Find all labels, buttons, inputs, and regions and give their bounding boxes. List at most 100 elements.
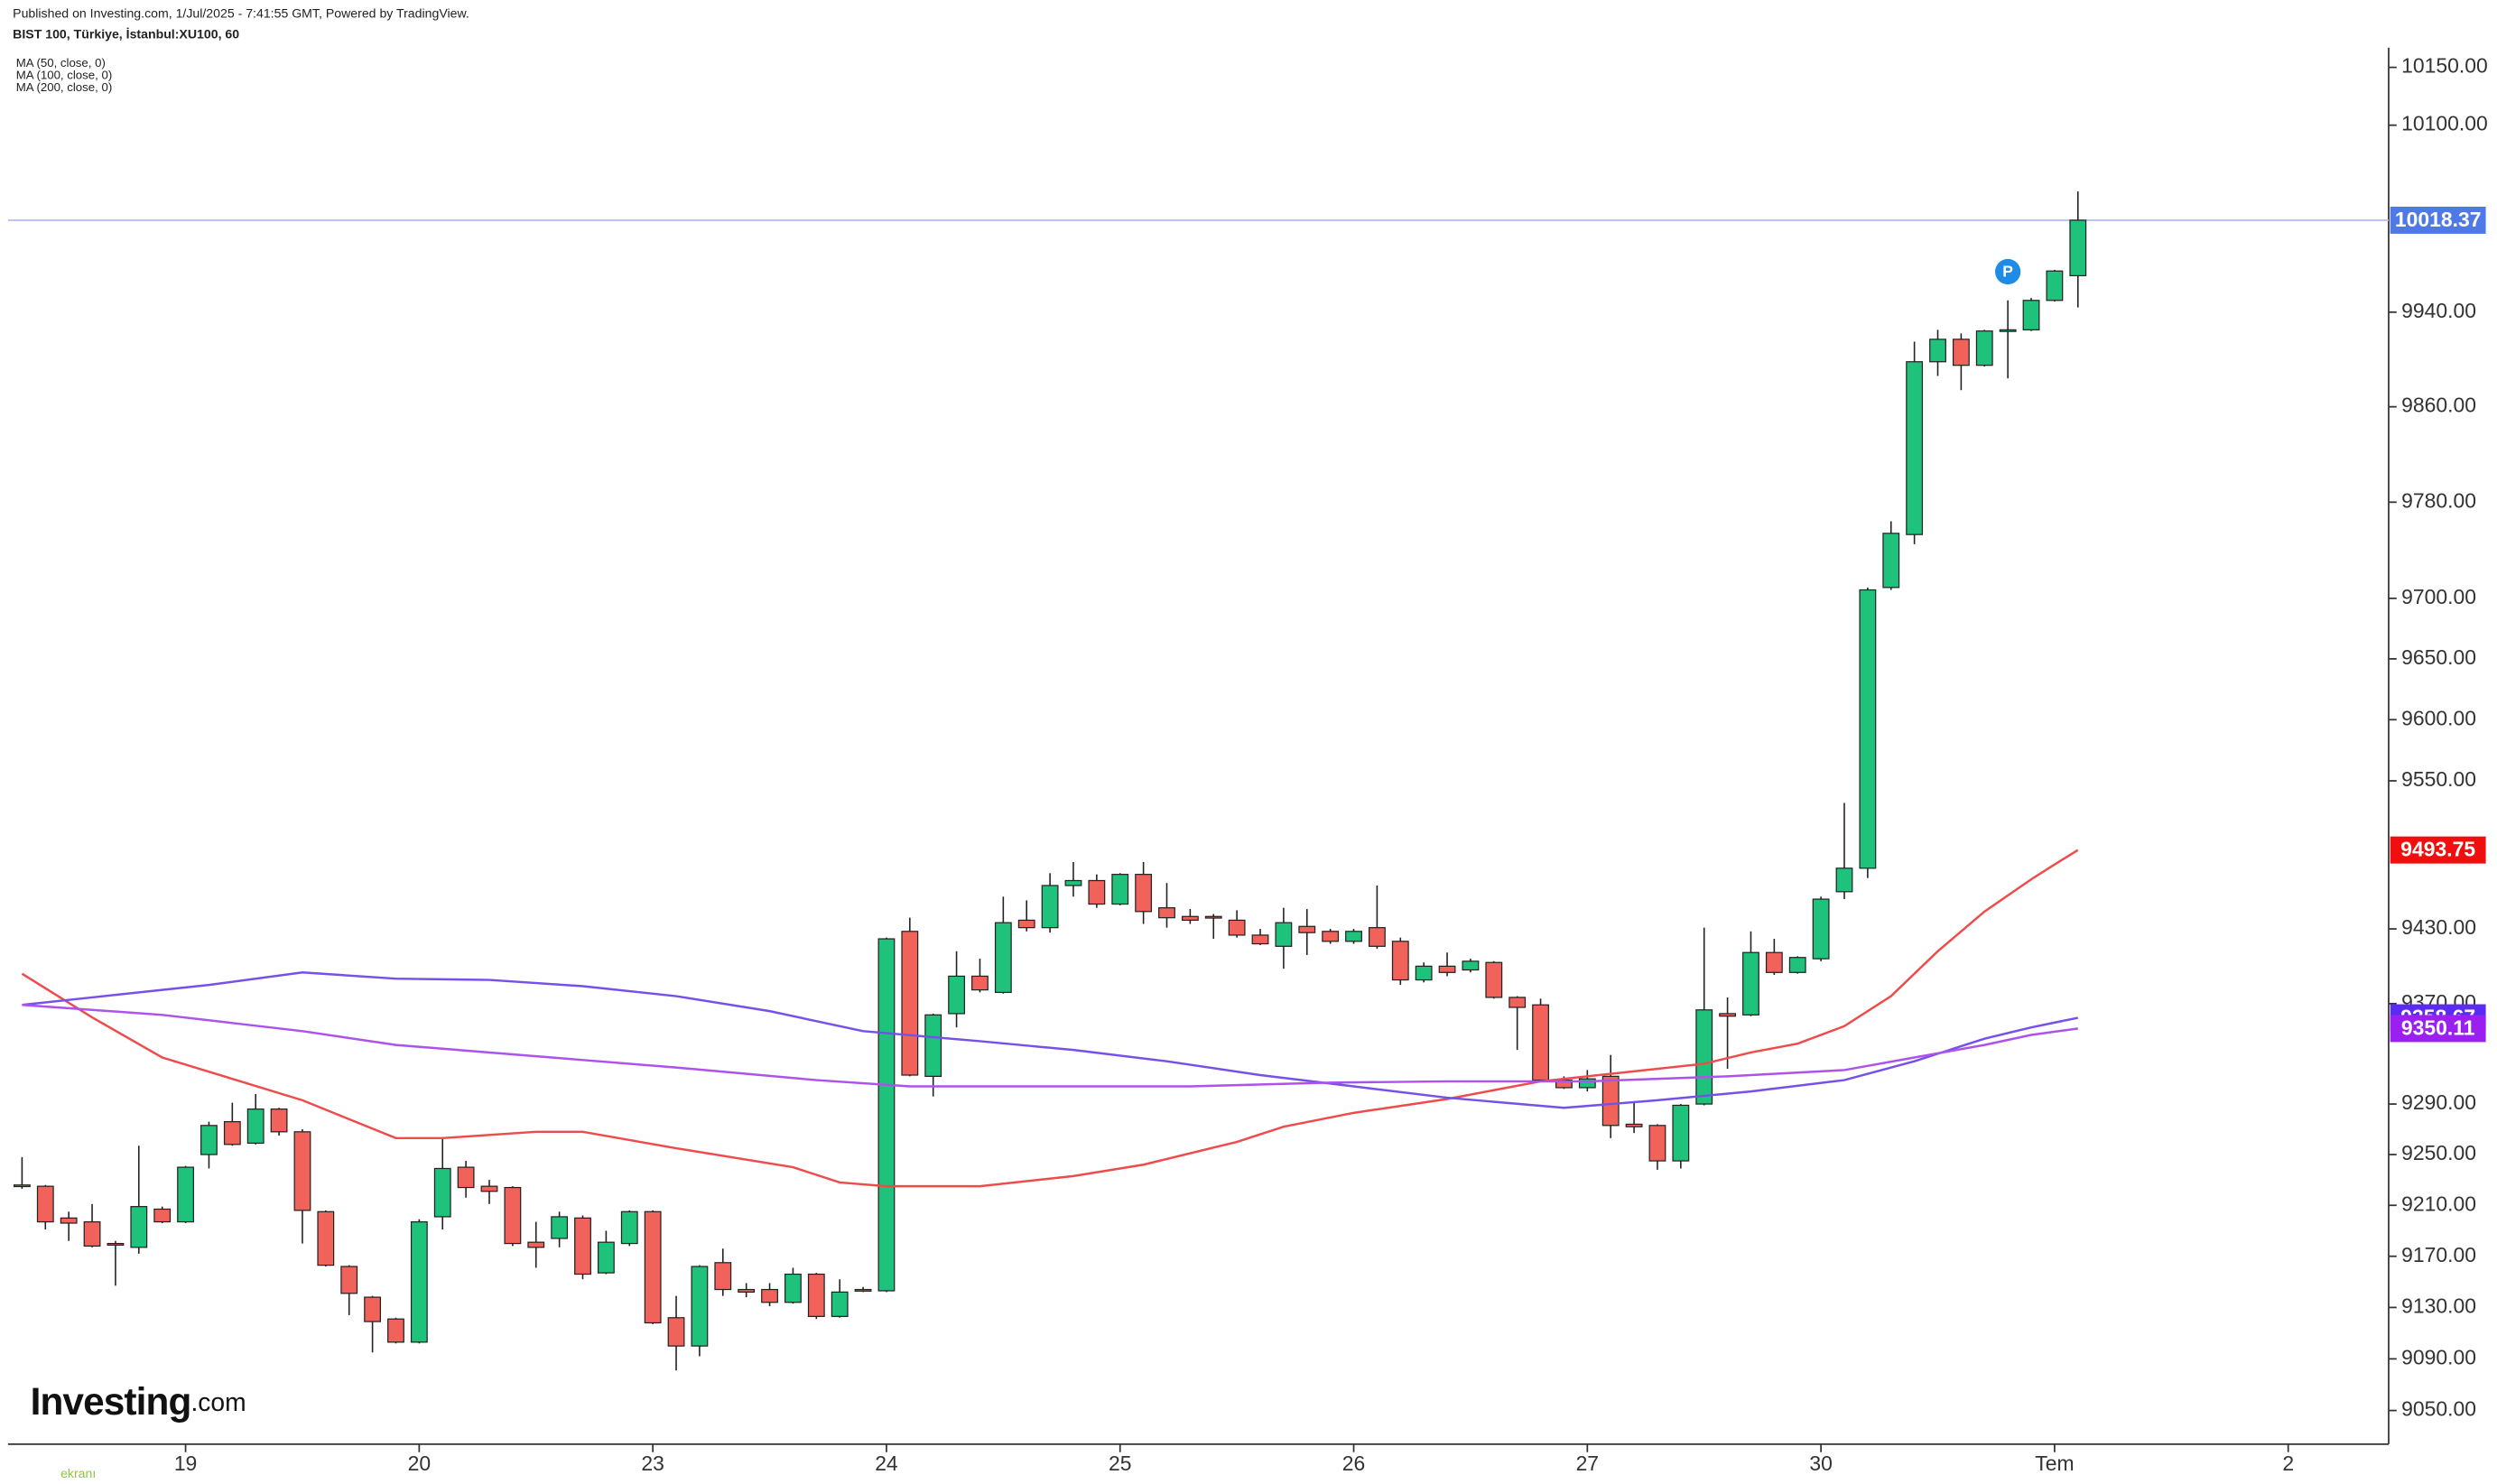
candle-body [1999, 329, 2017, 332]
candle-body [1462, 960, 1480, 971]
candle-body [1508, 997, 1527, 1008]
ma-line [22, 1003, 2078, 1088]
y-tick-label: 9780.00 [2401, 488, 2476, 512]
candle-body [1135, 874, 1153, 913]
candle-body [1017, 919, 1035, 929]
candle-body [971, 975, 989, 991]
y-tick-label: 10100.00 [2401, 112, 2488, 135]
candle-body [784, 1273, 802, 1303]
candle-body [246, 1108, 265, 1145]
value-badge-label: 9350.11 [2401, 1016, 2475, 1039]
candle-body [504, 1186, 522, 1245]
legend-entry: MA (100, close, 0) [16, 68, 113, 81]
candle-body [1929, 339, 1946, 363]
x-tick-label: 26 [1342, 1452, 1365, 1475]
candle-body [83, 1220, 101, 1247]
candle-body [597, 1241, 615, 1274]
candle-body [994, 922, 1012, 994]
candle-body [1719, 1013, 1737, 1017]
chart-title: BIST 100, Türkiye, İstanbul:XU100, 60 [13, 27, 239, 42]
candle-body [1088, 879, 1106, 905]
candle-body [1041, 885, 1059, 929]
value-badge [2390, 206, 2486, 234]
candle-body [364, 1296, 382, 1322]
candle-body [527, 1241, 545, 1248]
candle-body [691, 1266, 709, 1347]
candle-body [761, 1288, 778, 1303]
candle-body [1251, 934, 1269, 945]
candle-body [293, 1131, 311, 1211]
candle-body [1391, 941, 1409, 981]
x-tick-label: 30 [1809, 1452, 1832, 1475]
candle-body [410, 1220, 428, 1343]
x-tick-label: Tem [2035, 1452, 2074, 1475]
x-tick-label: 24 [875, 1452, 898, 1475]
candle-body [1368, 927, 1386, 947]
candle-body [1181, 915, 1199, 922]
candle-body [2022, 300, 2040, 331]
candle-body [1906, 361, 1924, 535]
candle-body [1648, 1125, 1666, 1162]
ma-line [22, 971, 2079, 1109]
y-tick-label: 9700.00 [2401, 585, 2476, 608]
candle-body [270, 1108, 288, 1133]
candle-body [1064, 879, 1082, 886]
candle-body [1322, 931, 1340, 942]
candle-body [807, 1273, 825, 1317]
candle-body [2046, 270, 2064, 301]
candle-body [667, 1317, 685, 1347]
y-tick-label: 9250.00 [2401, 1141, 2476, 1164]
candle-body [130, 1206, 148, 1248]
candle-body [1415, 965, 1433, 981]
y-tick-label: 9290.00 [2401, 1090, 2476, 1114]
y-tick-label: 9170.00 [2401, 1243, 2476, 1266]
candle-body [1275, 922, 1293, 947]
candle-body [223, 1121, 241, 1145]
candle-body [200, 1125, 218, 1155]
candle-body [620, 1210, 638, 1245]
candle-body [1788, 957, 1806, 973]
x-tick-label: 19 [174, 1452, 198, 1475]
value-badge-label: 9493.75 [2400, 838, 2475, 861]
candle-body [1298, 925, 1316, 933]
candle-body [1859, 589, 1877, 869]
candle-body [1532, 1004, 1549, 1081]
watermark: ekranı [60, 1466, 96, 1480]
candle-body [1204, 915, 1222, 919]
y-tick-label: 10150.00 [2401, 54, 2488, 78]
candle-body [1742, 951, 1759, 1016]
candle-body [1835, 867, 1853, 893]
candle-body [387, 1318, 404, 1343]
y-tick-label: 9210.00 [2401, 1192, 2476, 1215]
candle-body [1765, 951, 1783, 973]
ma-line [21, 849, 2079, 1188]
candle-body [1672, 1104, 1690, 1162]
candle-body [1111, 874, 1129, 905]
candle-body [644, 1210, 662, 1324]
candle-body [831, 1291, 849, 1317]
value-badge-label: 10018.37 [2395, 208, 2482, 231]
candle-body [1578, 1078, 1596, 1089]
candle-body [1695, 1009, 1713, 1105]
candle-body [1812, 898, 1830, 960]
x-tick-label: 2 [2282, 1452, 2294, 1475]
y-tick-label: 9050.00 [2401, 1397, 2476, 1421]
chart-subtitle: Published on Investing.com, 1/Jul/2025 -… [13, 6, 469, 21]
candle-body [317, 1210, 335, 1266]
x-tick-label: 25 [1109, 1452, 1132, 1475]
candle-body [1555, 1079, 1573, 1089]
logo-name: Investing [31, 1380, 191, 1423]
candle-body [551, 1216, 569, 1239]
candle-body [924, 1014, 942, 1078]
candle-body [1625, 1123, 1643, 1127]
y-tick-label: 9860.00 [2401, 394, 2476, 417]
y-tick-label: 9940.00 [2401, 299, 2476, 322]
logo-suffix: .com [190, 1387, 246, 1416]
candle-body [60, 1217, 78, 1224]
candle-body [714, 1262, 732, 1291]
candle-body [1228, 919, 1246, 936]
candle-body [1345, 931, 1362, 942]
